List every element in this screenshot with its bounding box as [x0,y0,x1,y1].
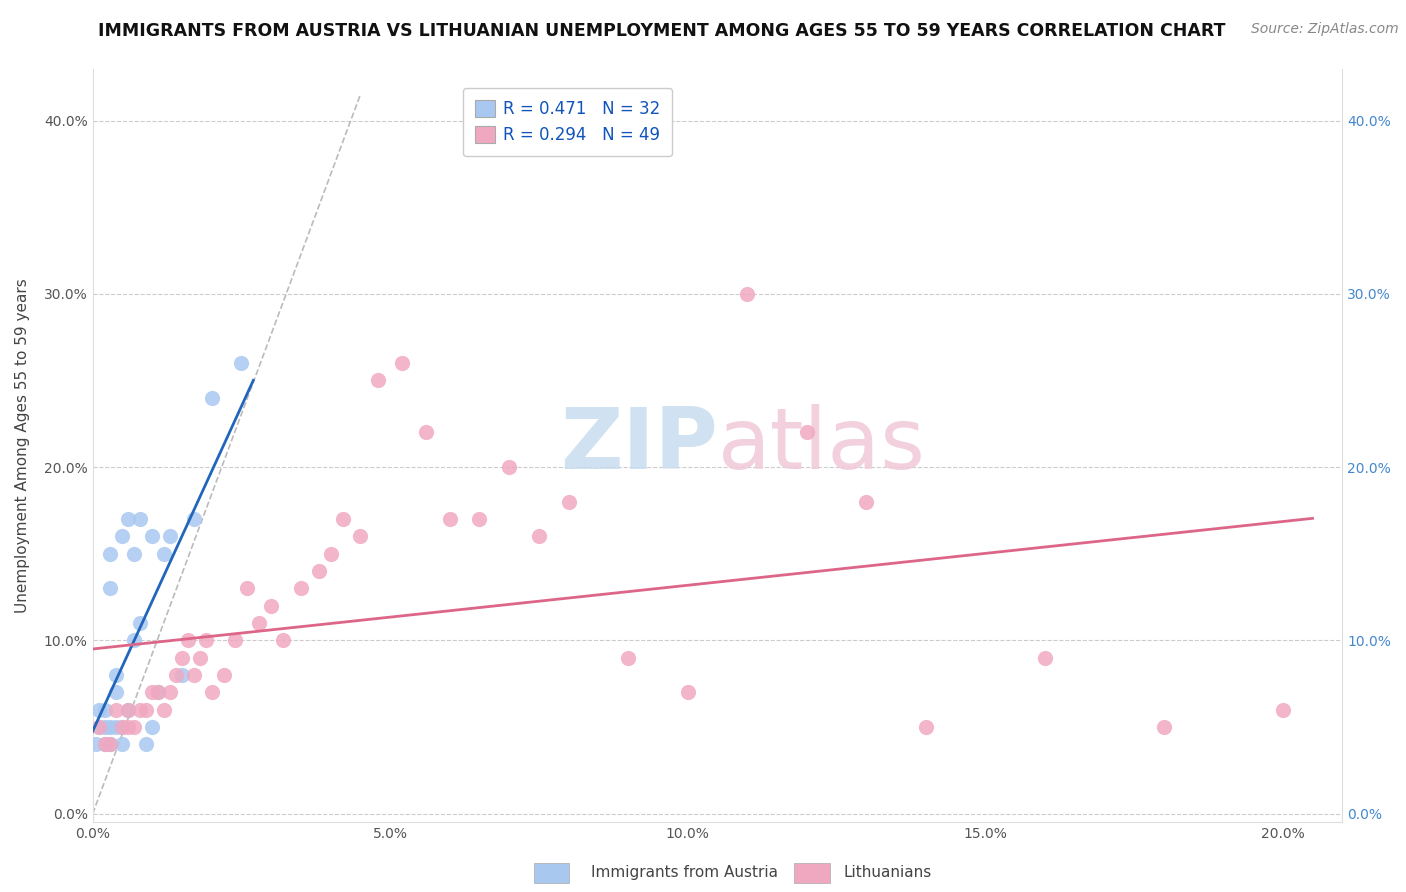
Point [617,650,640,665]
Point [349,529,371,543]
Point [111,720,134,734]
Point [914,720,936,734]
Point [177,633,200,648]
Point [201,391,224,405]
Point [153,547,176,561]
Point [224,633,246,648]
Point [87,720,110,734]
Point [201,685,224,699]
Point [135,703,157,717]
Point [135,738,157,752]
Point [159,529,181,543]
Point [141,720,163,734]
Point [100,582,122,596]
Point [100,547,122,561]
Point [111,529,134,543]
Point [194,633,217,648]
Point [439,512,461,526]
Point [183,512,205,526]
Point [498,460,520,475]
Text: Lithuanians: Lithuanians [844,865,932,880]
Point [527,529,550,543]
Point [129,703,152,717]
Point [1271,703,1294,717]
Point [117,512,139,526]
Point [332,512,354,526]
Point [231,356,253,370]
Point [391,356,413,370]
Point [146,685,169,699]
Legend: R = 0.471   N = 32, R = 0.294   N = 49: R = 0.471 N = 32, R = 0.294 N = 49 [463,88,672,156]
Point [170,668,193,682]
Point [100,738,122,752]
Point [367,374,389,388]
Point [676,685,699,699]
Y-axis label: Unemployment Among Ages 55 to 59 years: Unemployment Among Ages 55 to 59 years [15,278,30,613]
Point [100,720,122,734]
Point [212,668,235,682]
Point [170,650,193,665]
Point [415,425,437,440]
Point [183,668,205,682]
Point [1033,650,1056,665]
Point [105,685,128,699]
Point [236,582,259,596]
Point [159,685,181,699]
Point [247,616,270,631]
Text: Immigrants from Austria: Immigrants from Austria [591,865,778,880]
Point [117,703,139,717]
Point [117,703,139,717]
Point [290,582,312,596]
Point [124,720,146,734]
Point [141,529,163,543]
Point [117,720,139,734]
Point [735,286,758,301]
Point [93,703,115,717]
Point [146,685,169,699]
Point [319,547,342,561]
Point [271,633,294,648]
Point [855,495,877,509]
Point [93,720,115,734]
Point [468,512,491,526]
Point [557,495,579,509]
Text: ZIP: ZIP [560,404,717,487]
Point [111,738,134,752]
Point [105,703,128,717]
Point [100,738,122,752]
Point [141,685,163,699]
Point [796,425,818,440]
Point [260,599,283,613]
Point [1153,720,1175,734]
Point [93,738,115,752]
Point [84,738,107,752]
Point [87,720,110,734]
Point [87,703,110,717]
Point [124,633,146,648]
Text: IMMIGRANTS FROM AUSTRIA VS LITHUANIAN UNEMPLOYMENT AMONG AGES 55 TO 59 YEARS COR: IMMIGRANTS FROM AUSTRIA VS LITHUANIAN UN… [98,22,1226,40]
Point [129,616,152,631]
Point [188,650,211,665]
Point [105,720,128,734]
Point [308,564,330,578]
Point [105,668,128,682]
Text: atlas: atlas [717,404,925,487]
Point [153,703,176,717]
Text: Source: ZipAtlas.com: Source: ZipAtlas.com [1251,22,1399,37]
Point [124,547,146,561]
Point [111,720,134,734]
Point [165,668,187,682]
Point [93,738,115,752]
Point [129,512,152,526]
